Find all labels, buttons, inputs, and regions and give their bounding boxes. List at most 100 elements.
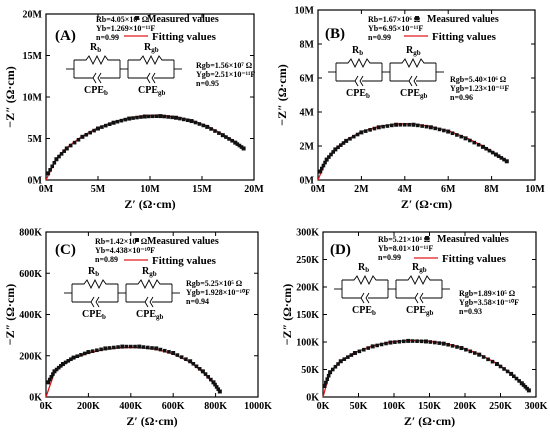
measured-point [330, 367, 335, 372]
cpeb-symbol [359, 75, 364, 87]
legend-measured-marker [415, 16, 419, 20]
cpeb-symbol [360, 292, 365, 304]
param-right: n=0.93 [459, 307, 482, 316]
measured-point [459, 346, 464, 351]
measured-point [505, 369, 510, 374]
rgb-sub: gb [419, 266, 427, 274]
measured-point [107, 122, 112, 126]
equivalent-circuit: Rb CPEb Rgb CPEgb [328, 45, 444, 100]
legend-measured-label: Measured values [437, 234, 509, 245]
measured-point [411, 122, 416, 127]
measured-point [333, 364, 338, 369]
measured-point [393, 340, 397, 344]
measured-point [499, 156, 504, 160]
measured-point [185, 118, 190, 123]
cpeb-symbol [354, 75, 359, 87]
measured-point [150, 346, 154, 350]
param-left: Rb=5.21×10⁴ Ω [378, 235, 431, 244]
x-tick-label: 150K [418, 401, 441, 412]
measured-point [123, 117, 128, 122]
x-tick-label: 50K [350, 401, 368, 412]
param-left: Rb=1.42×10⁵ Ω [95, 237, 148, 246]
measured-point [375, 343, 379, 348]
x-tick-label: 10M [140, 184, 160, 195]
measured-point [401, 339, 406, 344]
measured-point [220, 133, 225, 138]
measured-point [63, 360, 68, 365]
y-tick-label: 150K [296, 310, 319, 321]
measured-point [154, 114, 159, 118]
measured-point [224, 135, 228, 139]
cpegb-symbol [151, 72, 156, 84]
measured-point [131, 116, 135, 120]
measured-point [368, 128, 372, 132]
measured-point [338, 359, 343, 364]
measured-point [197, 122, 202, 126]
measured-point [71, 355, 76, 360]
measured-point [174, 115, 178, 120]
measured-point [398, 122, 403, 127]
rgb-label: Rgb [412, 262, 427, 274]
fitting-line [45, 114, 244, 181]
equivalent-circuit: Rb CPEb Rgb CPEgb [64, 266, 180, 321]
cpeb-symbol [95, 296, 100, 308]
measured-point [517, 379, 521, 383]
measured-point [415, 339, 419, 343]
y-tick-label: 5M [28, 134, 43, 145]
measured-point [206, 375, 210, 379]
measured-point [341, 141, 346, 145]
measured-point [352, 134, 356, 139]
measured-point [84, 132, 89, 137]
x-tick-label: 5M [91, 184, 106, 195]
measured-point [175, 353, 180, 357]
rb-sub: b [97, 46, 101, 54]
measured-point [47, 377, 52, 382]
measured-point [137, 344, 142, 349]
measured-point [230, 138, 234, 143]
y-tick-label: 6M [300, 74, 315, 85]
param-left: n=0.99 [368, 33, 391, 42]
cpegb-label: CPEgb [136, 309, 164, 321]
measured-point [135, 115, 139, 120]
cpeb-label: CPEb [352, 305, 376, 317]
y-tick-label: 200K [296, 283, 319, 294]
measured-point [162, 348, 167, 353]
measured-point [509, 371, 514, 376]
measured-point [80, 134, 85, 139]
measured-point [88, 130, 92, 135]
measured-series [46, 114, 246, 176]
measured-point [158, 114, 163, 119]
measured-point [107, 346, 112, 350]
panel-a: 0M 5M 10M 15M 20M 0M 5M 10M 15M 20M Z′ (Ω·cm) −Z″ (… [3, 10, 264, 212]
x-tick-label: 15M [192, 184, 212, 195]
measured-point [385, 124, 390, 128]
param-left: n=0.99 [96, 33, 119, 42]
measured-point [214, 385, 219, 389]
measured-point [100, 125, 104, 129]
rb-sub: b [95, 270, 99, 278]
measured-point [346, 355, 350, 359]
measured-point [90, 349, 95, 353]
param-right: Ygb=1.23×10⁻¹¹F [450, 84, 509, 93]
measured-point [344, 138, 349, 143]
rgb-zigzag [390, 57, 436, 69]
measured-point [60, 362, 65, 366]
fitting-line [322, 339, 530, 398]
cpeb-sub: b [102, 313, 106, 321]
measured-point [419, 339, 424, 344]
y-tick-label: 50K [301, 365, 319, 376]
measured-point [154, 346, 159, 351]
measured-point [464, 347, 468, 352]
measured-point [446, 342, 450, 347]
measured-point [526, 388, 531, 393]
param-left: Rb=4.05×10⁶ Ω [96, 15, 149, 24]
cpegb-symbol [413, 75, 418, 87]
measured-series [46, 344, 222, 394]
measured-point [455, 133, 459, 137]
param-left: Yb=1.269×10⁻¹¹F [96, 24, 155, 33]
measured-point [96, 126, 100, 131]
measured-point [179, 355, 184, 359]
cpeb-label: CPEb [346, 88, 370, 100]
measured-point [99, 347, 103, 352]
measured-point [52, 160, 57, 165]
